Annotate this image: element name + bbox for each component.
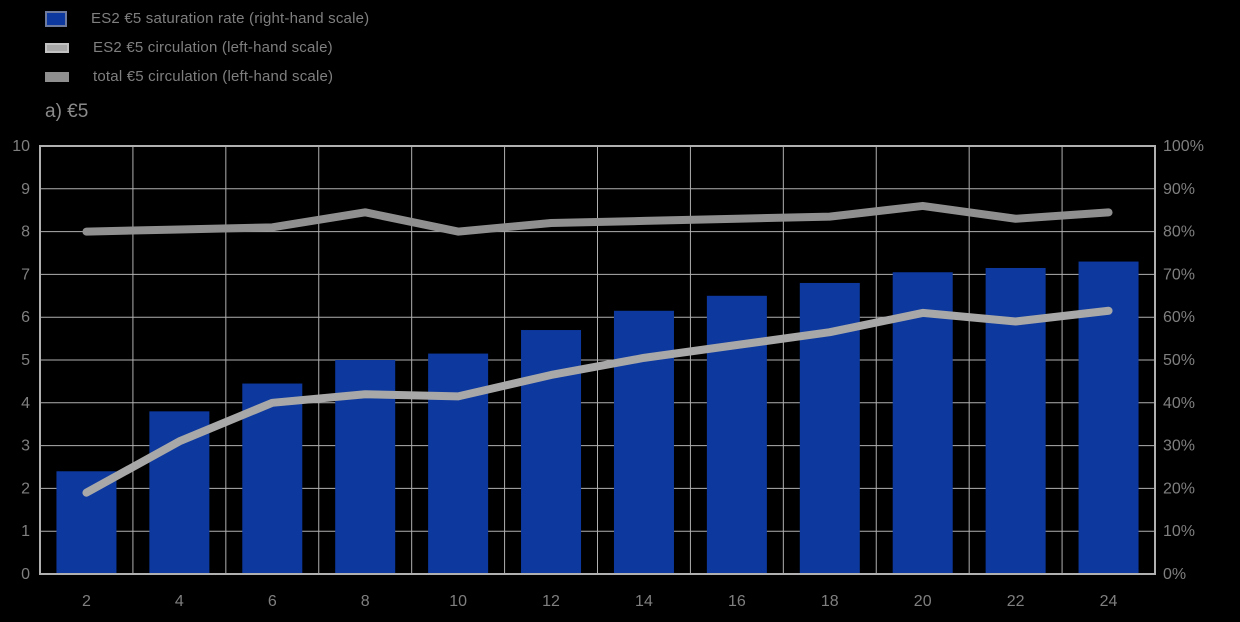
right-axis-tick: 70% <box>1163 266 1195 283</box>
x-axis-label: 14 <box>635 593 653 610</box>
saturation-bar-2 <box>56 471 117 574</box>
legend-bar-swatch <box>45 10 67 27</box>
x-axis-label: 24 <box>1100 593 1118 610</box>
saturation-bar-20 <box>892 272 953 574</box>
x-axis-label: 2 <box>82 593 91 610</box>
line-es2-5-circulation <box>82 306 1113 497</box>
saturation-bar-16 <box>706 295 767 574</box>
x-axis-label: 6 <box>268 593 277 610</box>
left-axis-tick: 8 <box>21 224 30 241</box>
x-axis-label: 12 <box>542 593 560 610</box>
right-axis-tick: 10% <box>1163 523 1195 540</box>
x-axis-label: 20 <box>914 593 932 610</box>
x-axis-label: 18 <box>821 593 839 610</box>
legend-item-es2-circulation: ES2 €5 circulation (left-hand scale) <box>45 33 369 62</box>
left-axis-tick: 0 <box>21 566 30 583</box>
legend-line-swatch-es2 <box>45 42 69 53</box>
left-axis-tick: 6 <box>21 309 30 326</box>
plot-frame <box>39 145 1156 575</box>
left-axis-tick: 1 <box>21 523 30 540</box>
left-axis-tick: 2 <box>21 480 30 497</box>
right-axis-tick: 60% <box>1163 309 1195 326</box>
saturation-bar-10 <box>428 353 489 574</box>
x-axis-label: 16 <box>728 593 746 610</box>
chart-legend: ES2 €5 saturation rate (right-hand scale… <box>45 4 369 91</box>
left-axis-tick: 9 <box>21 181 30 198</box>
x-axis-label: 4 <box>175 593 184 610</box>
right-axis-tick: 90% <box>1163 181 1195 198</box>
saturation-bar-14 <box>613 310 674 574</box>
right-axis-tick: 100% <box>1163 138 1204 155</box>
legend-line-swatch-total <box>45 71 69 82</box>
left-axis-tick: 3 <box>21 438 30 455</box>
legend-item-total-circulation: total €5 circulation (left-hand scale) <box>45 62 369 91</box>
left-axis-tick: 10 <box>12 138 30 155</box>
x-axis-label: 8 <box>361 593 370 610</box>
right-axis-tick: 30% <box>1163 438 1195 455</box>
left-axis-tick: 5 <box>21 352 30 369</box>
saturation-bar-12 <box>521 330 582 574</box>
right-axis-tick: 20% <box>1163 480 1195 497</box>
left-axis-tick: 4 <box>21 395 30 412</box>
legend-label-total-circulation: total €5 circulation (left-hand scale) <box>93 68 334 85</box>
line-total-5-circulation <box>82 201 1113 236</box>
right-axis-tick: 40% <box>1163 395 1195 412</box>
x-axis-label: 22 <box>1007 593 1025 610</box>
right-axis-tick: 0% <box>1163 566 1186 583</box>
saturation-bar-22 <box>985 267 1046 574</box>
legend-label-saturation-rate: ES2 €5 saturation rate (right-hand scale… <box>91 10 370 27</box>
legend-label-es2-circulation: ES2 €5 circulation (left-hand scale) <box>93 39 333 56</box>
panel-title: a) €5 <box>45 101 89 122</box>
left-axis-tick: 7 <box>21 266 30 283</box>
right-axis-tick: 80% <box>1163 224 1195 241</box>
legend-item-saturation-rate: ES2 €5 saturation rate (right-hand scale… <box>45 4 369 33</box>
x-axis-label: 10 <box>449 593 467 610</box>
right-axis-tick: 50% <box>1163 352 1195 369</box>
